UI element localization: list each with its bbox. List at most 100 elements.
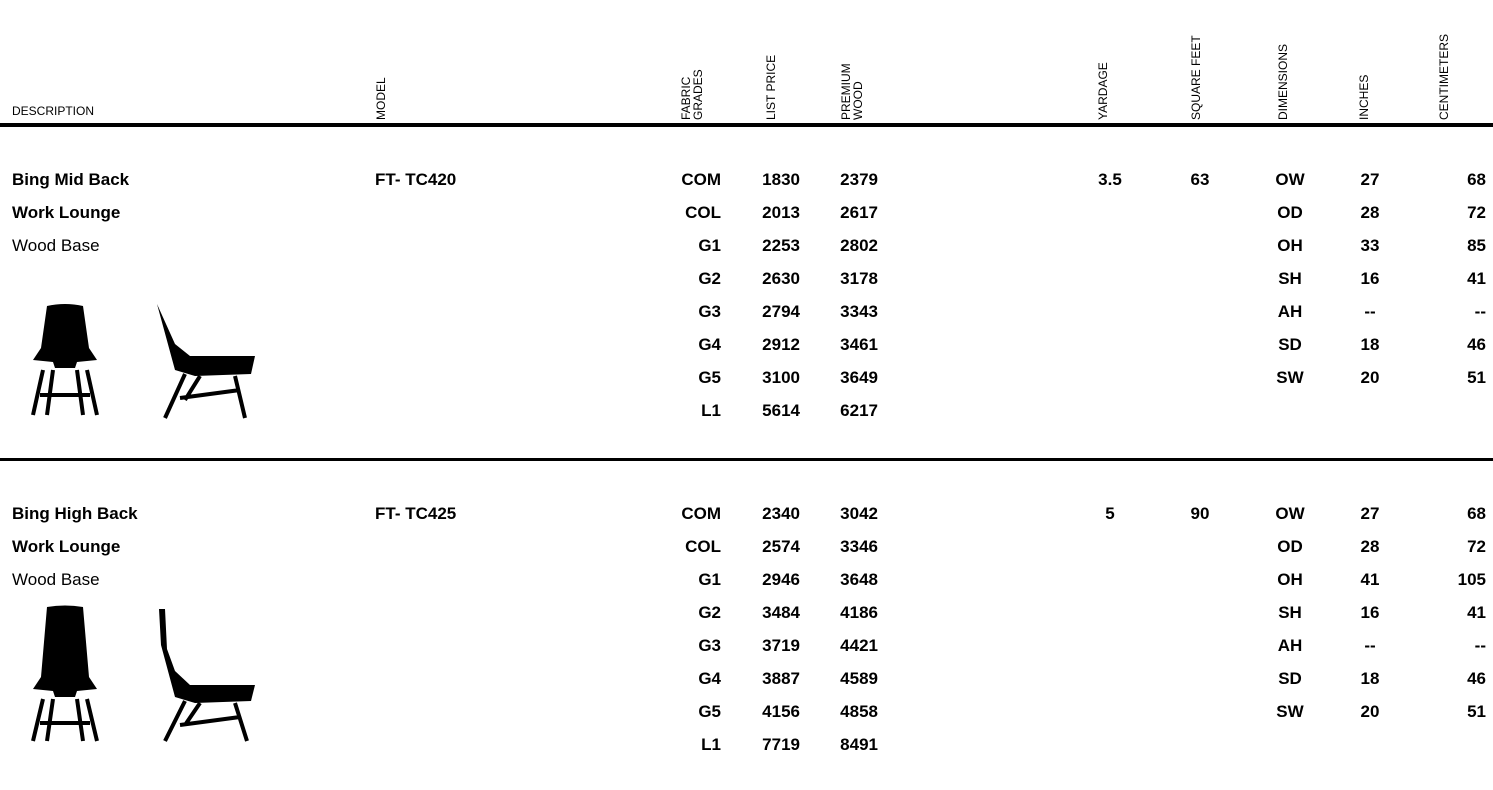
fabric-grade: G3 [698,636,721,655]
premium-wood: 2617 [840,203,878,222]
square-feet: 90 [1190,504,1210,523]
yardage: 5 [1105,504,1115,523]
description: Bing High Back [12,504,138,523]
inches: 27 [1360,170,1380,189]
premium-wood: 3343 [840,302,878,321]
inches: 27 [1360,504,1380,523]
centimeters: -- [1474,302,1486,321]
column-header: DIMENSIONS [1276,43,1290,120]
fabric-grade: G4 [698,335,721,354]
header-rule [0,123,1493,127]
fabric-grade: COL [685,537,721,556]
list-price: 2574 [762,537,800,556]
dimension: SW [1276,702,1304,721]
inches: 18 [1360,669,1380,688]
fabric-grade: COM [681,504,721,523]
centimeters: 72 [1467,537,1486,556]
dimension: OH [1277,236,1303,255]
inches: 16 [1360,603,1380,622]
premium-wood: 8491 [840,735,878,754]
centimeters: 72 [1467,203,1486,222]
yardage: 3.5 [1098,170,1122,189]
list-price: 2253 [762,236,800,255]
premium-wood: 2379 [840,170,878,189]
description: Wood Base [12,236,100,255]
description: Work Lounge [12,537,121,556]
description: Wood Base [12,570,100,589]
dimension: OH [1277,570,1303,589]
column-header: DESCRIPTION [12,104,95,118]
list-price: 3100 [762,368,800,387]
dimension: OD [1277,537,1303,556]
premium-wood: 3346 [840,537,878,556]
list-price: 3484 [762,603,800,622]
premium-wood: 3461 [840,335,878,354]
model: FT- TC425 [375,504,457,523]
premium-wood: 3042 [840,504,878,523]
fabric-grade: G5 [698,368,721,387]
inches: 16 [1360,269,1380,288]
fabric-grade: COL [685,203,721,222]
centimeters: 85 [1467,236,1486,255]
chair-illustration [31,605,255,742]
centimeters: -- [1474,636,1486,655]
premium-wood: 6217 [840,401,878,420]
fabric-grade: G3 [698,302,721,321]
fabric-grade: G4 [698,669,721,688]
list-price: 2912 [762,335,800,354]
centimeters: 41 [1467,603,1486,622]
list-price: 3719 [762,636,800,655]
description: Work Lounge [12,203,121,222]
inches: 28 [1360,537,1380,556]
list-price: 4156 [762,702,800,721]
dimension: OD [1277,203,1303,222]
column-header: PREMIUM WOOD [839,63,865,120]
inches: -- [1364,302,1376,321]
description: Bing Mid Back [12,170,130,189]
list-price: 1830 [762,170,800,189]
column-header: INCHES [1357,74,1371,120]
dimension: SH [1278,269,1302,288]
premium-wood: 4186 [840,603,878,622]
fabric-grade: G5 [698,702,721,721]
inches: 28 [1360,203,1380,222]
dimension: OW [1275,170,1305,189]
dimension: SD [1278,669,1302,688]
premium-wood: 4421 [840,636,878,655]
fabric-grade: G2 [698,603,721,622]
column-header: YARDAGE [1096,62,1110,120]
fabric-grade: COM [681,170,721,189]
dimension: SD [1278,335,1302,354]
dimension: AH [1277,302,1303,321]
premium-wood: 2802 [840,236,878,255]
fabric-grade: G1 [698,236,721,255]
section-rule [0,458,1493,461]
fabric-grade: L1 [701,401,721,420]
list-price: 2340 [762,504,800,523]
premium-wood: 3648 [840,570,878,589]
column-header: LIST PRICE [764,54,778,120]
centimeters: 105 [1457,570,1486,589]
square-feet: 63 [1190,170,1210,189]
list-price: 5614 [762,401,800,420]
centimeters: 51 [1467,702,1486,721]
list-price: 7719 [762,735,800,754]
dimension: SH [1278,603,1302,622]
centimeters: 68 [1467,170,1486,189]
column-header: MODEL [374,77,388,120]
dimension: SW [1276,368,1304,387]
inches: 18 [1360,335,1380,354]
premium-wood: 4589 [840,669,878,688]
centimeters: 51 [1467,368,1486,387]
centimeters: 68 [1467,504,1486,523]
column-header: CENTIMETERS [1437,33,1451,120]
inches: 41 [1360,570,1380,589]
inches: -- [1364,636,1376,655]
dimension: OW [1275,504,1305,523]
centimeters: 46 [1467,669,1486,688]
list-price: 2794 [762,302,800,321]
premium-wood: 3178 [840,269,878,288]
inches: 33 [1360,236,1380,255]
fabric-grade: G2 [698,269,721,288]
